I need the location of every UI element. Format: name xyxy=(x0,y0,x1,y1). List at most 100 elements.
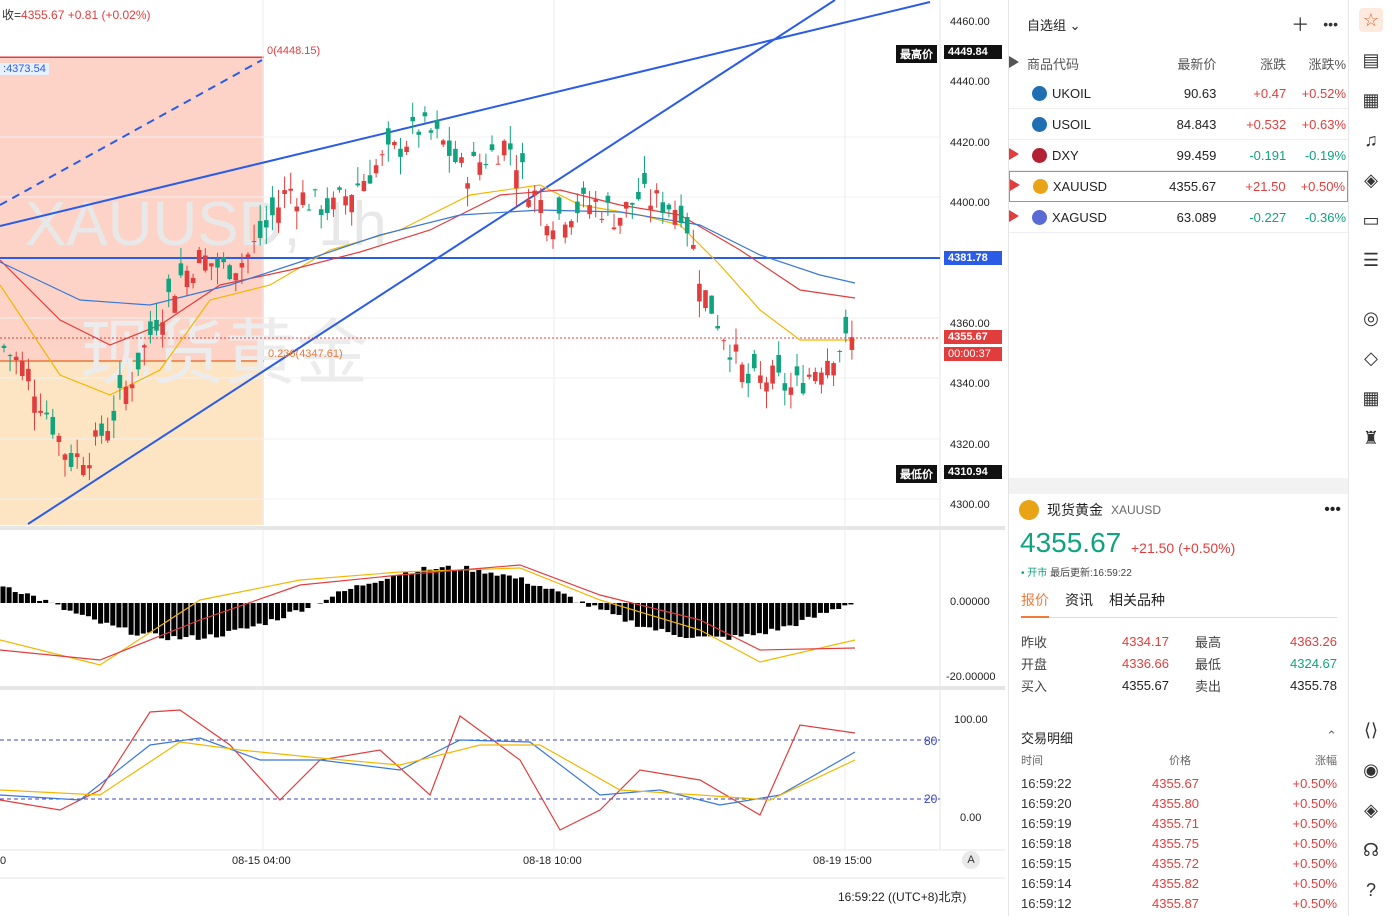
flag-icon[interactable] xyxy=(1009,147,1019,160)
close-value: 4355.67 xyxy=(21,8,65,22)
watchlist-group-select[interactable]: 自选组 ⌄ xyxy=(1027,15,1277,34)
stoch-level-80: 80 xyxy=(924,734,938,748)
macd-bar xyxy=(830,603,836,610)
macd-bar xyxy=(811,603,817,618)
macd-bar xyxy=(79,603,85,615)
price-chart[interactable]: XAUUSD, 1h 现货黄金 收=4355.67 +0.81 (+0.02%) … xyxy=(0,0,1005,916)
document-icon[interactable]: ▤ xyxy=(1362,50,1380,70)
plus-icon[interactable]: ＋ xyxy=(1291,15,1310,35)
flag-col[interactable] xyxy=(1010,179,1028,194)
chevron-up-icon[interactable]: ⌃ xyxy=(1326,728,1337,743)
macd-bar xyxy=(702,603,707,637)
stat-cell: 卖出 xyxy=(1195,678,1222,694)
macd-bar xyxy=(409,574,415,603)
macd-bar xyxy=(689,603,695,638)
calendar-icon[interactable]: ▦ xyxy=(1362,90,1380,110)
video-icon[interactable]: ▭ xyxy=(1362,210,1380,230)
flag-col[interactable] xyxy=(1009,147,1027,163)
candle-body xyxy=(465,183,470,189)
macd-bar xyxy=(555,591,561,603)
col-change[interactable]: 涨跌 xyxy=(1260,56,1287,72)
trade-cell: 4355.67 xyxy=(1152,775,1199,791)
flag-icon[interactable] xyxy=(1010,179,1020,191)
watchlist-row[interactable]: XAUUSD 4355.67 +21.50 +0.50% xyxy=(1009,171,1348,202)
alert-icon[interactable]: ♫ xyxy=(1364,130,1378,150)
trade-cell: 16:59:14 xyxy=(1021,875,1072,891)
macd-bar xyxy=(323,599,329,603)
education-icon[interactable]: ◇ xyxy=(1364,348,1378,368)
price-axis-label: 4400.00 xyxy=(950,197,990,209)
pct-value: (+0.02%) xyxy=(101,8,151,22)
stat-cell: 4336.66 xyxy=(1122,655,1169,671)
macd-bar xyxy=(31,595,36,603)
headset-icon[interactable]: ☊ xyxy=(1363,840,1379,860)
candle-body xyxy=(373,165,379,174)
watchlist-icon[interactable]: ☆ xyxy=(1359,8,1383,32)
macd-bar xyxy=(817,603,823,613)
help-icon[interactable]: ? xyxy=(1365,880,1376,900)
col-code[interactable]: 商品代码 xyxy=(1026,56,1079,72)
change: +0.532 xyxy=(1246,116,1287,132)
symbol-code: XAGUSD xyxy=(1051,209,1107,225)
grid-icon[interactable]: ▦ xyxy=(1362,388,1380,408)
macd-axis-0: 0.00000 xyxy=(950,596,990,608)
macd-bar xyxy=(104,603,110,623)
trade-cell: +0.50% xyxy=(1292,795,1337,811)
auto-scale-button[interactable]: A xyxy=(962,851,980,869)
diamond-icon[interactable]: ◈ xyxy=(1364,800,1378,820)
watchlist-row[interactable]: UKOIL 90.63 +0.47 +0.52% xyxy=(1009,78,1348,109)
more-icon[interactable]: ••• xyxy=(1324,501,1341,518)
tab-news[interactable]: 资讯 xyxy=(1065,592,1093,608)
macd-bar xyxy=(537,585,543,603)
macd-bar xyxy=(177,603,183,640)
candle-body xyxy=(672,210,678,225)
code-icon[interactable]: ⟨⟩ xyxy=(1363,720,1379,740)
target-icon[interactable]: ◎ xyxy=(1363,308,1379,328)
macd-bar xyxy=(842,603,848,606)
flag-col[interactable] xyxy=(1009,209,1027,225)
candle-body xyxy=(221,257,226,263)
flag-icon[interactable] xyxy=(1009,209,1019,222)
candle-body xyxy=(422,112,428,117)
more-icon[interactable]: ••• xyxy=(1323,16,1338,32)
candle-body xyxy=(745,373,751,384)
watchlist-row[interactable]: DXY 99.459 -0.191 -0.19% xyxy=(1009,140,1348,171)
stoch-slow xyxy=(0,741,856,801)
watchlist-row[interactable]: XAGUSD 63.089 -0.227 -0.36% xyxy=(1009,202,1348,233)
col-pct[interactable]: 涨跌% xyxy=(1308,56,1347,72)
watchlist-row[interactable]: USOIL 84.843 +0.532 +0.63% xyxy=(1009,109,1348,140)
macd-bar xyxy=(464,565,470,603)
stat-cell: 4334.17 xyxy=(1122,633,1169,649)
candle-body xyxy=(184,270,190,288)
eye-icon[interactable]: ◉ xyxy=(1363,760,1379,780)
trades-list: 16:59:22 4355.67 +0.50% 16:59:20 4355.80 +0.5… xyxy=(1021,773,1337,913)
candle-body xyxy=(129,384,135,389)
trade-cell: 16:59:15 xyxy=(1021,855,1072,871)
trade-cell: +0.50% xyxy=(1292,775,1337,791)
chat-icon[interactable]: ☰ xyxy=(1362,250,1380,270)
candle-body xyxy=(142,345,147,348)
symbol-code: USOIL xyxy=(1051,116,1091,132)
price-axis-label: 4440.00 xyxy=(950,76,990,88)
macd-bar xyxy=(207,603,213,635)
macd-bar xyxy=(317,603,323,604)
macd-bar xyxy=(336,591,341,603)
community-icon[interactable]: ♜ xyxy=(1362,428,1380,448)
trend-line-dashed xyxy=(0,59,263,206)
macd-bar xyxy=(372,582,378,603)
tab-quote[interactable]: 报价 xyxy=(1021,590,1049,618)
candle-body xyxy=(398,148,403,157)
col-last[interactable]: 最新价 xyxy=(1177,56,1217,72)
candle-body xyxy=(831,363,836,376)
tab-related[interactable]: 相关品种 xyxy=(1109,592,1165,608)
candle-body xyxy=(386,128,391,145)
candle-body xyxy=(752,353,757,369)
quote-header: 现货黄金 XAUUSD ••• xyxy=(1019,500,1341,520)
trade-cell: +0.50% xyxy=(1292,815,1337,831)
quote-price: 4355.67 xyxy=(1020,527,1122,558)
candle-body xyxy=(318,209,324,216)
time-axis-0: 0 xyxy=(0,855,7,867)
last-price: 63.089 xyxy=(1176,209,1217,225)
layers-icon[interactable]: ◈ xyxy=(1364,170,1378,190)
